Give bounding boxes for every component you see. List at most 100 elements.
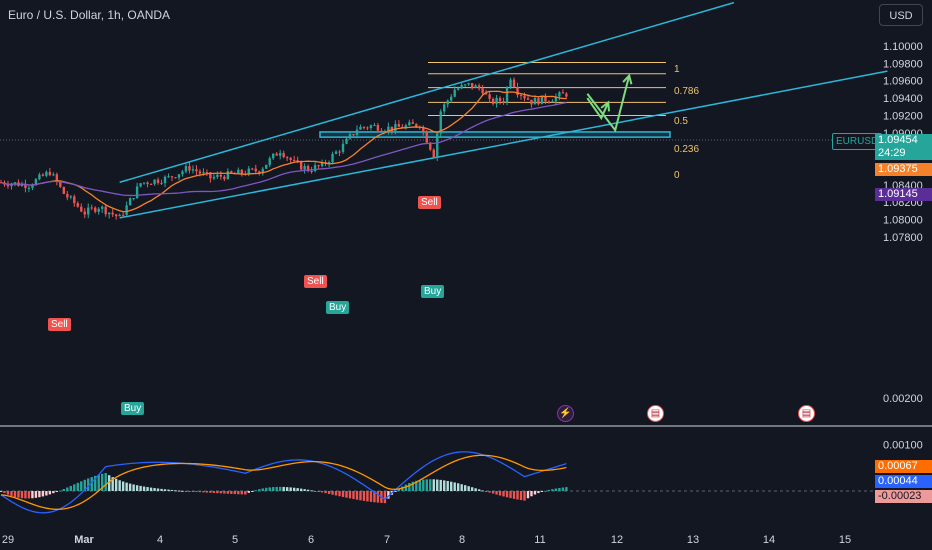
candle-body — [111, 212, 114, 215]
histogram-bar — [94, 475, 97, 491]
candle-body — [404, 125, 408, 129]
candle-body — [38, 174, 41, 180]
histogram-bar — [331, 491, 334, 495]
fast-moving-average — [0, 90, 567, 213]
histogram-bar — [470, 487, 474, 491]
histogram-bar — [495, 491, 498, 495]
histogram-bar — [153, 488, 156, 491]
candle-body — [202, 172, 205, 174]
candle-body — [366, 127, 369, 129]
candle-body — [411, 122, 415, 124]
histogram-bar — [139, 485, 142, 491]
candle-body — [163, 176, 167, 184]
candle-body — [306, 165, 310, 172]
x-tick-label: 15 — [839, 534, 851, 546]
histogram-bar — [38, 491, 41, 498]
us-flag-icon[interactable]: ▤ — [647, 405, 664, 422]
histogram-bar — [544, 490, 547, 492]
histogram-bar — [404, 484, 408, 491]
candle-body — [160, 182, 163, 184]
histogram-bar — [97, 474, 100, 491]
histogram-bar — [80, 481, 83, 491]
candle-body — [282, 153, 285, 158]
y-tick-label: 1.09800 — [883, 58, 923, 70]
histogram-bar — [488, 491, 491, 493]
candle-body — [181, 171, 184, 175]
histogram-bar — [114, 478, 118, 491]
buy-signal: Buy — [326, 301, 350, 314]
histogram-bar — [498, 491, 502, 496]
histogram-bar — [6, 491, 10, 495]
x-tick-label: Mar — [74, 534, 94, 546]
histogram-bar — [226, 491, 230, 494]
y-tick-label: 0.00200 — [883, 393, 923, 405]
histogram-bar — [547, 489, 551, 491]
candle-body — [523, 95, 526, 99]
histogram-bar — [279, 486, 282, 491]
support-zone — [319, 131, 671, 138]
histogram-bar — [299, 488, 303, 491]
candle-body — [345, 138, 348, 144]
candle-body — [296, 160, 299, 162]
histogram-bar — [477, 489, 481, 491]
histogram-bar — [383, 491, 387, 504]
ma-fast-tag: 1.09375 — [875, 163, 932, 176]
histogram-bar — [24, 491, 27, 499]
histogram-bar — [237, 491, 240, 495]
histogram-bar — [240, 491, 244, 495]
histogram-bar — [55, 491, 59, 492]
histogram-bar — [474, 488, 477, 491]
sell-signal: Sell — [48, 318, 71, 331]
histogram-bar — [219, 491, 223, 494]
histogram-bar — [429, 479, 432, 491]
candle-body — [226, 171, 230, 180]
histogram-bar — [191, 491, 195, 492]
candle-body — [390, 126, 394, 132]
candle-body — [299, 161, 303, 170]
y-tick-label: 1.10000 — [883, 41, 923, 53]
x-tick-label: 6 — [308, 534, 314, 546]
y-tick-label: 1.07800 — [883, 232, 923, 244]
histogram-bar — [460, 484, 463, 491]
histogram-bar — [345, 491, 348, 498]
histogram-bar — [439, 479, 442, 491]
candle-body — [254, 168, 257, 172]
histogram-bar — [456, 483, 460, 491]
histogram-bar — [230, 491, 233, 494]
histogram-bar — [101, 473, 104, 491]
candle-body — [463, 84, 467, 86]
x-tick-label: 14 — [763, 534, 775, 546]
histogram-bar — [216, 491, 219, 494]
histogram-bar — [111, 477, 114, 491]
candle-body — [121, 214, 125, 216]
candle-body — [62, 186, 66, 194]
candle-body — [209, 172, 212, 179]
histogram-bar — [125, 482, 128, 491]
histogram-bar — [254, 490, 257, 492]
histogram-bar — [132, 484, 135, 491]
candle-body — [477, 85, 481, 89]
currency-button[interactable]: USD — [879, 4, 923, 26]
histogram-bar — [209, 491, 212, 493]
histogram-bar — [66, 487, 69, 491]
candle-body — [348, 134, 352, 139]
lightning-icon[interactable]: ⚡ — [557, 405, 574, 422]
candle-body — [128, 198, 132, 206]
histogram-bar — [446, 480, 449, 491]
histogram-bar — [505, 491, 509, 498]
histogram-bar — [394, 491, 397, 492]
histogram-bar — [87, 478, 90, 491]
candle-body — [289, 157, 292, 160]
candle-body — [387, 126, 390, 131]
histogram-bar — [282, 486, 285, 491]
us-flag-icon[interactable]: ▤ — [798, 405, 815, 422]
x-tick-label: 7 — [384, 534, 390, 546]
candle-body — [27, 187, 31, 189]
histogram-bar — [491, 491, 495, 494]
histogram-bar — [31, 491, 34, 499]
histogram-bar — [554, 488, 558, 491]
histogram-bar — [121, 481, 125, 491]
histogram-bar — [52, 491, 55, 494]
histogram-bar — [135, 485, 139, 491]
